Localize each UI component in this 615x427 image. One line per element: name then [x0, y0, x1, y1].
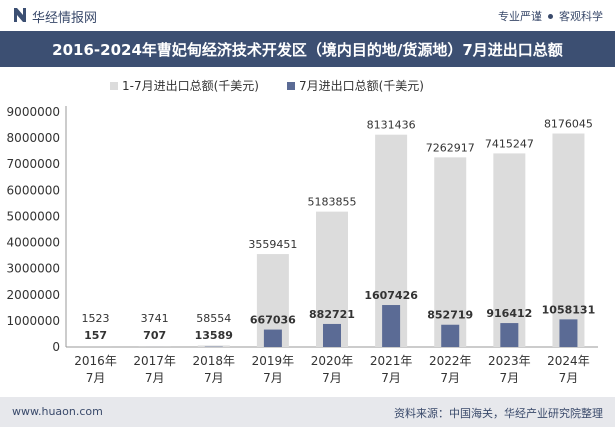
x-tick-label: 2023年 [488, 354, 531, 368]
data-label-total: 58554 [196, 312, 231, 325]
legend-swatch-total [110, 81, 118, 90]
x-tick-label: 7月 [381, 371, 401, 385]
tagline: 专业严谨 客观科学 [498, 8, 603, 24]
bar-july [323, 323, 341, 347]
y-tick-label: 7000000 [7, 157, 60, 171]
x-tick-label: 2020年 [311, 354, 354, 368]
footer-source: 资料来源：中国海关，华经产业研究院整理 [394, 407, 603, 420]
x-tick-label: 7月 [500, 371, 520, 385]
bar-total [197, 345, 230, 347]
footer: www.huaon.com 资料来源：中国海关，华经产业研究院整理 [0, 397, 615, 427]
legend-label-july: 7月进出口总额(千美元) [298, 79, 424, 93]
tagline-left: 专业严谨 [498, 10, 542, 23]
x-tick-label: 7月 [86, 371, 106, 385]
data-label-july: 1058131 [542, 303, 596, 316]
dot-icon [548, 13, 553, 19]
x-tick-label: 2024年 [547, 354, 590, 368]
data-label-total: 7415247 [485, 137, 534, 150]
bar-total [552, 133, 585, 347]
data-label-total: 1523 [82, 312, 110, 325]
x-tick-label: 7月 [322, 371, 342, 385]
logo-icon [14, 8, 26, 22]
x-tick-label: 2018年 [193, 354, 236, 368]
bar-chart: 0 1000000 2000000 3000000 4000000 5000000 6000… [7, 105, 598, 385]
y-tick-label: 5000000 [7, 209, 60, 223]
x-tick-label: 2021年 [370, 354, 413, 368]
legend-item-total: 1-7月进出口总额(千美元) [110, 77, 259, 94]
bar-july [559, 319, 578, 347]
legend-swatch-july [286, 81, 295, 90]
data-label-july: 707 [143, 329, 166, 342]
logo-text: 华经情报网 [32, 11, 98, 26]
data-label-total: 5183855 [308, 196, 357, 209]
data-label-total: 3559451 [248, 238, 297, 251]
y-tick-label: 2000000 [7, 288, 60, 302]
y-tick-label: 1000000 [7, 314, 60, 328]
y-tick-label: 0 [52, 340, 60, 354]
bar-total [434, 157, 467, 347]
data-label-total: 8131436 [367, 119, 416, 132]
data-label-july: 667036 [250, 314, 296, 327]
footer-website: www.huaon.com [12, 405, 103, 418]
y-tick-label: 4000000 [7, 236, 60, 250]
chart-legend: 1-7月进出口总额(千美元) 7月进出口总额(千美元) [110, 77, 424, 94]
legend-label-total: 1-7月进出口总额(千美元) [122, 79, 259, 93]
data-label-total: 8176045 [544, 118, 593, 131]
bar-july [382, 305, 401, 347]
y-tick-label: 6000000 [7, 183, 60, 197]
bar-july [263, 329, 282, 347]
x-tick-label: 2016年 [74, 354, 117, 368]
y-tick-label: 8000000 [7, 131, 60, 145]
x-tick-label: 7月 [440, 371, 460, 385]
title-bar: 2016-2024年曹妃甸经济技术开发区（境内目的地/货源地）7月进出口总额 [0, 31, 615, 67]
y-tick-label: 9000000 [7, 105, 60, 119]
data-label-july: 852719 [427, 309, 473, 322]
legend-item-july: 7月进出口总额(千美元) [286, 77, 424, 94]
x-tick-label: 7月 [145, 371, 165, 385]
bar-total [493, 153, 526, 347]
tagline-right: 客观科学 [559, 10, 603, 23]
x-tick-label: 7月 [204, 371, 224, 385]
bar-july [441, 324, 460, 347]
y-tick-label: 3000000 [7, 262, 60, 276]
x-tick-label: 2019年 [252, 354, 295, 368]
x-tick-label: 2017年 [133, 354, 176, 368]
top-bar: 华经情报网 专业严谨 客观科学 [0, 0, 615, 30]
data-label-july: 157 [84, 329, 107, 342]
data-label-total: 7262917 [426, 141, 475, 154]
data-label-total: 3741 [141, 312, 169, 325]
x-tick-label: 7月 [559, 371, 579, 385]
data-label-july: 1607426 [364, 289, 418, 302]
data-label-july: 13589 [195, 329, 233, 342]
data-label-july: 882721 [309, 308, 355, 321]
chart-title: 2016-2024年曹妃甸经济技术开发区（境内目的地/货源地）7月进出口总额 [52, 41, 563, 59]
bar-july [500, 323, 519, 347]
x-tick-label: 2022年 [429, 354, 472, 368]
x-tick-label: 7月 [263, 371, 283, 385]
data-label-july: 916412 [486, 307, 532, 320]
